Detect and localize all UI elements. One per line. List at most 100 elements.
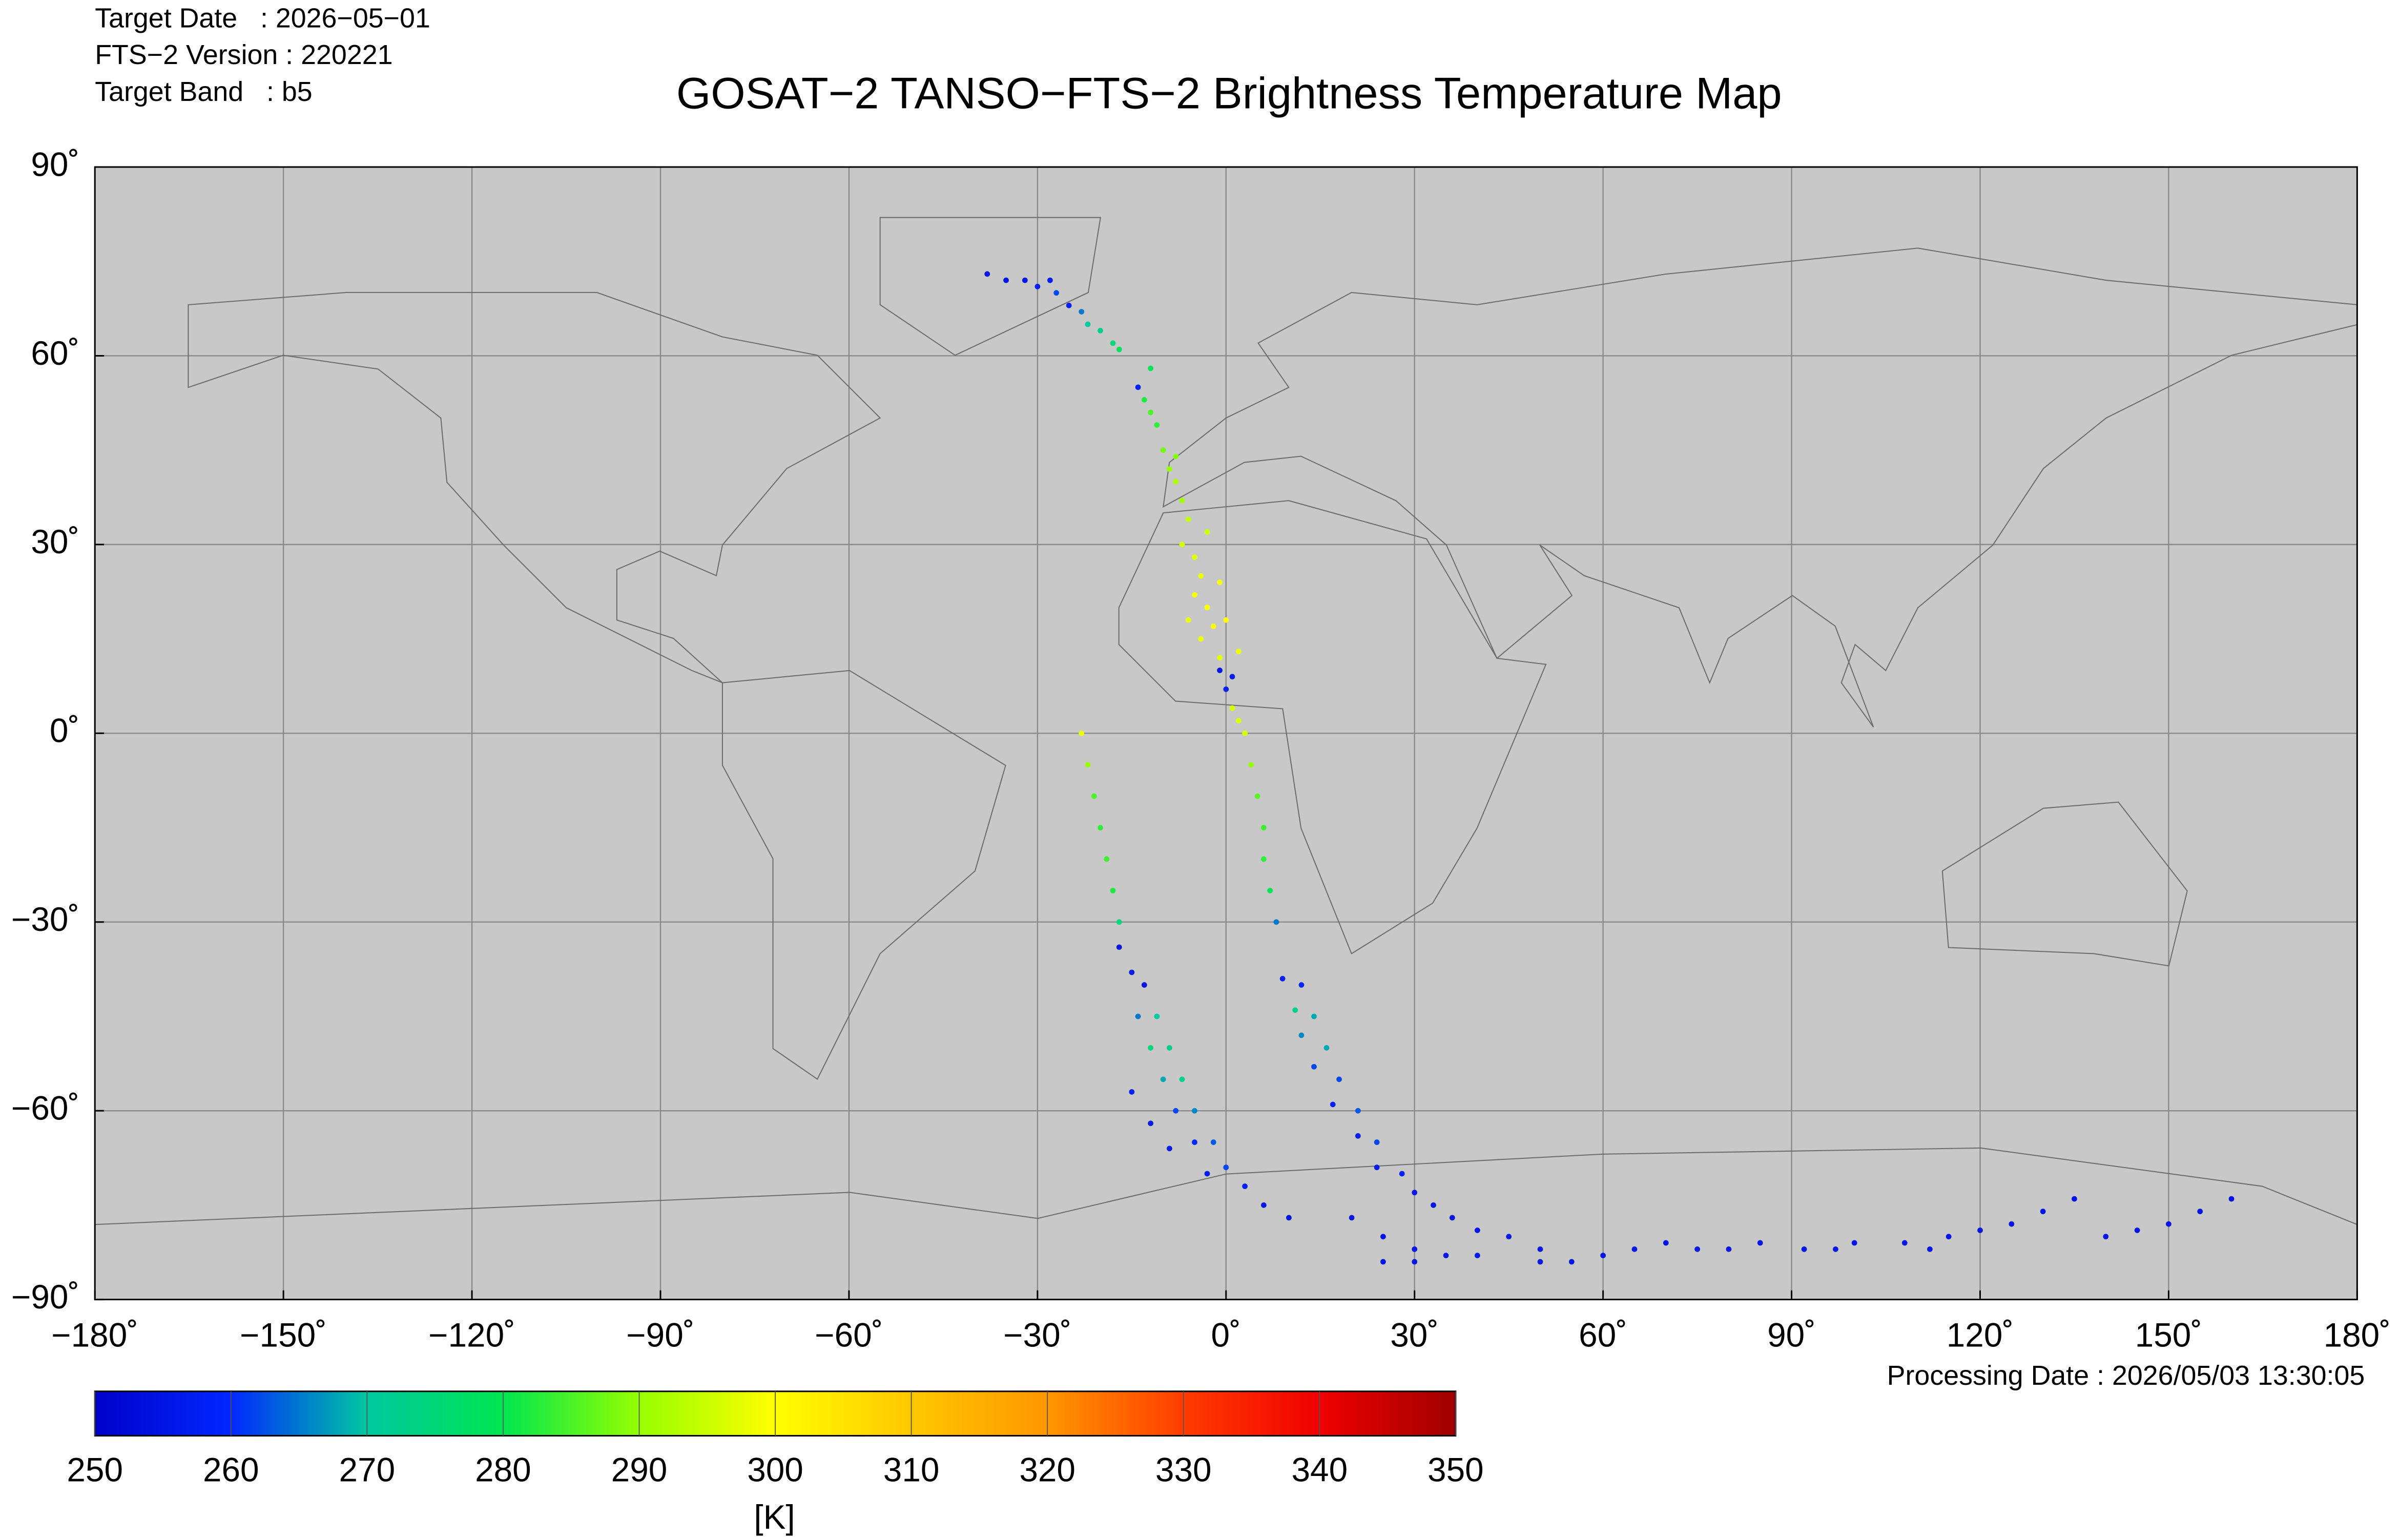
data-point (1217, 579, 1223, 585)
data-point (984, 271, 990, 277)
data-point (1217, 668, 1223, 673)
x-tick-label: 0˚ (1211, 1317, 1241, 1354)
data-point (1355, 1133, 1361, 1139)
data-point (1537, 1259, 1543, 1265)
data-point (1210, 623, 1216, 629)
data-point (1248, 762, 1254, 768)
coastline (95, 1147, 2357, 1225)
x-tick-label: 180˚ (2324, 1317, 2391, 1354)
footnote: Processing Date : 2026/05/03 13:30:05 (1887, 1360, 2365, 1391)
data-point (1079, 730, 1085, 736)
y-tick-label: 60˚ (31, 335, 79, 372)
data-point (1185, 617, 1191, 623)
data-point (1901, 1240, 1908, 1246)
y-tick-label: 90˚ (31, 145, 79, 183)
data-point (1148, 409, 1153, 415)
data-point (1663, 1240, 1669, 1246)
data-point (1355, 1108, 1361, 1114)
data-point (1179, 1076, 1185, 1083)
data-point (1431, 1202, 1436, 1208)
info-line: FTS−2 Version : 220221 (95, 39, 392, 70)
colorbar-tick-label: 350 (1427, 1451, 1484, 1489)
data-point (1443, 1253, 1449, 1258)
data-point (1330, 1101, 1336, 1108)
data-point (1229, 674, 1235, 680)
data-point (1223, 1164, 1229, 1171)
data-point (1141, 397, 1147, 403)
data-point (1148, 1045, 1153, 1051)
data-point (1047, 277, 1053, 283)
data-point (2228, 1196, 2235, 1202)
x-tick-label: 120˚ (1947, 1317, 2014, 1354)
data-point (1537, 1246, 1543, 1252)
colorbar-label: [K] (754, 1499, 795, 1536)
x-tick-label: −90˚ (626, 1317, 694, 1354)
chart-title: GOSAT−2 TANSO−FTS−2 Brightness Temperatu… (676, 69, 1782, 118)
data-point (1167, 466, 1172, 472)
data-point (1977, 1227, 1983, 1233)
data-point (1694, 1246, 1700, 1252)
data-point (1154, 1013, 1160, 1019)
data-point (1927, 1246, 1933, 1252)
data-point (1399, 1171, 1405, 1177)
data-point (1267, 887, 1273, 893)
data-point (2166, 1221, 2171, 1227)
data-point (1242, 730, 1248, 736)
colorbar-tick-label: 270 (339, 1451, 396, 1489)
data-point (1098, 825, 1103, 830)
y-tick-label: −90˚ (11, 1278, 79, 1316)
colorbar-tick-label: 290 (611, 1451, 668, 1489)
coastline (1941, 801, 2188, 967)
coastline (1118, 500, 1547, 955)
x-tick-label: −150˚ (240, 1317, 327, 1354)
data-point (1179, 542, 1185, 548)
data-point (1135, 384, 1141, 390)
data-point (1110, 340, 1116, 346)
data-point (1135, 1013, 1141, 1019)
data-point (1192, 592, 1197, 598)
data-point (1204, 529, 1210, 535)
x-tick-label: 150˚ (2135, 1317, 2203, 1354)
data-point (1116, 944, 1122, 950)
colorbar-tick-label: 340 (1291, 1451, 1348, 1489)
y-tick-label: −60˚ (11, 1090, 79, 1127)
data-point (1204, 605, 1210, 611)
data-point (1148, 1120, 1153, 1127)
colorbar-tick-label: 250 (67, 1451, 123, 1489)
data-point (1242, 1183, 1248, 1189)
data-point (1210, 1139, 1216, 1145)
data-point (1141, 982, 1147, 988)
data-point (1474, 1227, 1480, 1233)
data-point (1273, 919, 1279, 925)
data-point (2009, 1221, 2015, 1227)
data-point (1311, 1013, 1317, 1019)
data-point (1235, 649, 1242, 655)
data-point (1298, 982, 1305, 988)
info-line: Target Date : 2026−05−01 (95, 3, 430, 33)
colorbar-axis: 250 260 270 280 290 300 310 320 330 340 350 (67, 1391, 1484, 1489)
data-point (1154, 422, 1160, 428)
data-point (1286, 1215, 1292, 1221)
data-point (1192, 554, 1197, 560)
data-point (1757, 1240, 1763, 1246)
info-line: Target Band : b5 (95, 76, 312, 107)
data-point (1129, 969, 1135, 975)
data-point (1323, 1045, 1330, 1051)
data-point (2103, 1234, 2109, 1240)
data-point (1167, 1045, 1172, 1051)
data-point (1380, 1259, 1386, 1265)
data-point (1336, 1076, 1342, 1083)
data-point (1801, 1246, 1807, 1252)
data-point (1179, 497, 1185, 504)
data-point (1946, 1234, 1952, 1240)
x-tick-label: −120˚ (428, 1317, 515, 1354)
data-point (1198, 636, 1204, 642)
data-point (1085, 321, 1091, 327)
data-point (1185, 516, 1191, 523)
data-point (2197, 1209, 2203, 1215)
data-point (1160, 447, 1166, 453)
data-point (1412, 1259, 1418, 1265)
data-point (1298, 1032, 1305, 1038)
data-point (1474, 1253, 1480, 1258)
